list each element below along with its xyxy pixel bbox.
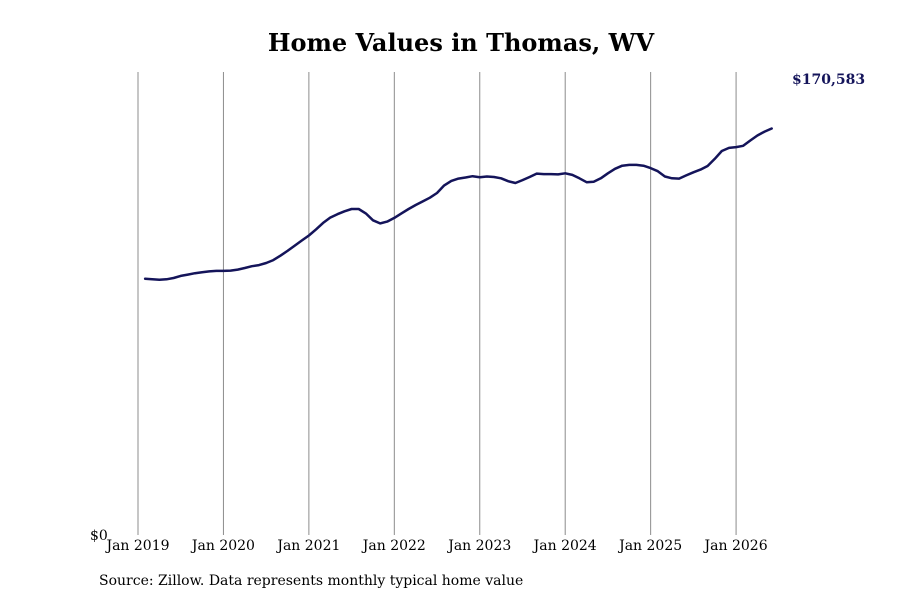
x-tick-label: Jan 2021 xyxy=(275,538,340,554)
x-tick-label: Jan 2026 xyxy=(703,538,768,554)
x-tick-label: Jan 2020 xyxy=(190,538,255,554)
x-tick-label: Jan 2022 xyxy=(361,538,426,554)
source-note: Source: Zillow. Data represents monthly … xyxy=(99,573,524,589)
x-tick-label: Jan 2024 xyxy=(532,538,597,554)
x-tick-label: Jan 2025 xyxy=(617,538,682,554)
y-tick-label: $0 xyxy=(90,528,108,544)
x-axis-ticks: Jan 2019 Jan 2020 Jan 2021 Jan 2022 Jan 2023… xyxy=(104,538,767,554)
x-tick-label: Jan 2023 xyxy=(446,538,511,554)
series-layer xyxy=(143,127,773,282)
end-value-label: $170,583 xyxy=(792,72,865,88)
series-line xyxy=(143,127,773,282)
gridlines xyxy=(137,72,737,535)
x-tick-label: Jan 2019 xyxy=(104,538,169,554)
chart-title: Home Values in Thomas, WV xyxy=(267,28,655,57)
